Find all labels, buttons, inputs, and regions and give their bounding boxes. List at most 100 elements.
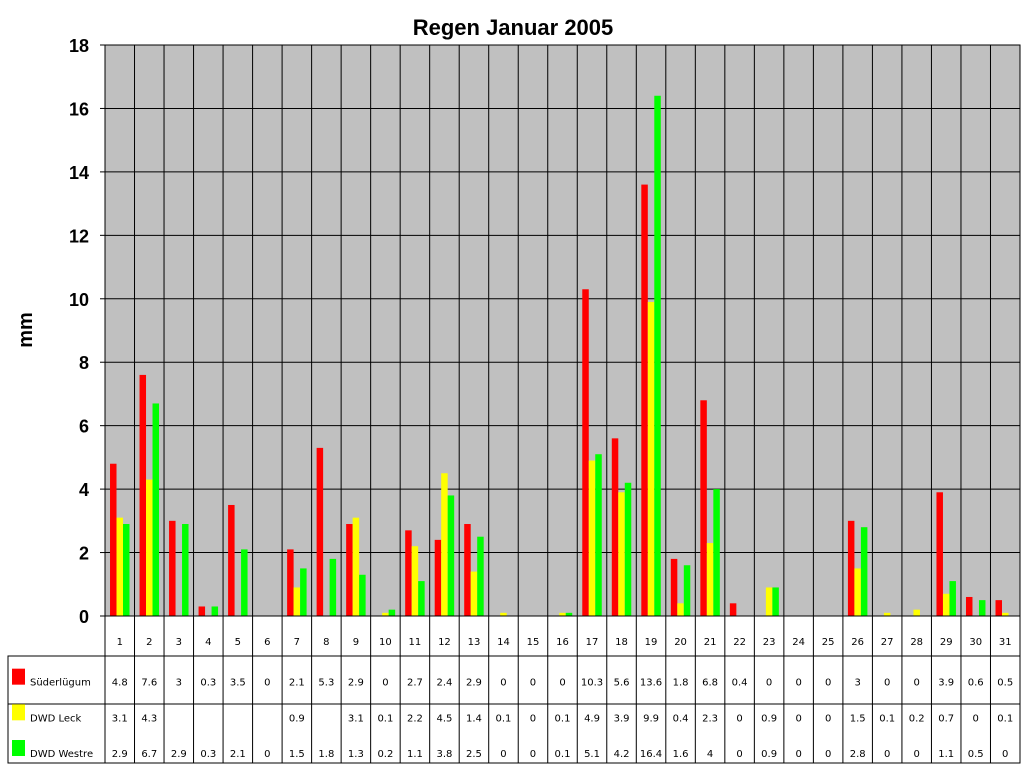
table-cell: 4.8 [112, 678, 128, 689]
x-tick-label: 14 [497, 637, 510, 648]
bar [1001, 612, 1009, 616]
x-tick-label: 19 [645, 637, 658, 648]
chart-title: Regen Januar 2005 [413, 15, 614, 40]
table-cell: 10.3 [581, 678, 603, 689]
table-cell: 6.7 [141, 749, 157, 760]
table-cell: 0.2 [377, 749, 393, 760]
x-tick-label: 22 [733, 637, 746, 648]
table-cell: 0.9 [761, 749, 777, 760]
bar [182, 524, 189, 616]
table-cell: 3.5 [230, 678, 246, 689]
bar [854, 568, 861, 616]
bar [300, 568, 307, 616]
y-tick-label: 10 [69, 290, 89, 310]
bar [647, 301, 655, 616]
table-cell: 0 [973, 713, 979, 724]
table-cell: 2.9 [348, 678, 364, 689]
y-tick-label: 18 [69, 36, 89, 56]
x-tick-label: 5 [235, 637, 241, 648]
bar [405, 530, 412, 616]
legend-label: DWD Leck [30, 713, 82, 724]
table-cell: 4 [707, 749, 713, 760]
bar [683, 565, 691, 616]
table-cell: 1.8 [673, 678, 689, 689]
table-cell: 0 [795, 678, 801, 689]
bar [847, 520, 855, 616]
table-cell: 13.6 [640, 678, 662, 689]
x-tick-label: 8 [323, 637, 329, 648]
bar [706, 543, 714, 616]
table-cell: 2.9 [466, 678, 482, 689]
table-cell: 0.1 [377, 713, 393, 724]
x-tick-label: 2 [146, 637, 152, 648]
bar [198, 606, 206, 616]
x-tick-label: 4 [205, 637, 211, 648]
table-cell: 2.4 [436, 678, 452, 689]
table-cell: 0 [914, 749, 920, 760]
data-table: 1 2 3 4 5 6 7 8 9 10 11 12 13 14 15 16 17 18 19 20 21 22 23 24 2… [7, 615, 1021, 764]
bar [860, 527, 868, 616]
bar [559, 612, 566, 616]
table-cell: 5.6 [614, 678, 630, 689]
table-cell: 9.9 [643, 713, 659, 724]
bar [123, 524, 130, 616]
x-tick-label: 16 [556, 637, 569, 648]
table-cell: 3 [176, 678, 182, 689]
bar [382, 612, 389, 616]
bar [654, 95, 661, 616]
table-cell: 0.3 [200, 678, 216, 689]
table-cell: 4.9 [584, 713, 600, 724]
table-cell: 0.5 [968, 749, 984, 760]
bar [500, 612, 507, 616]
x-tick-label: 6 [264, 637, 270, 648]
x-tick-label: 13 [468, 637, 481, 648]
table-cell: 4.5 [436, 713, 452, 724]
table-cell: 0.1 [496, 713, 512, 724]
table-cell: 1.1 [938, 749, 954, 760]
y-tick-label: 8 [79, 353, 89, 373]
bar [618, 492, 625, 616]
table-cell: 7.6 [141, 678, 157, 689]
table-cell: 3.1 [348, 713, 364, 724]
bar [228, 504, 235, 616]
bar [772, 587, 779, 616]
table-cell: 5.1 [584, 749, 600, 760]
bar [588, 460, 596, 616]
bar [329, 558, 337, 616]
bar [470, 571, 478, 616]
bar [729, 603, 737, 616]
bar [287, 549, 294, 616]
table-cell: 2.5 [466, 749, 482, 760]
table-cell: 2.9 [171, 749, 187, 760]
table-cell: 2.9 [112, 749, 128, 760]
table-cell: 0.1 [555, 749, 571, 760]
table-cell: 0 [264, 749, 270, 760]
y-tick-label: 0 [79, 607, 89, 627]
bar [611, 438, 619, 616]
bar [677, 603, 684, 616]
table-cell: 0 [500, 749, 506, 760]
table-cell: 2.3 [702, 713, 718, 724]
table-cell: 1.4 [466, 713, 482, 724]
bar [139, 374, 147, 616]
bar [352, 517, 360, 616]
x-tick-label: 10 [379, 637, 392, 648]
legend-label: Süderlügum [30, 678, 91, 689]
table-cell: 1.5 [289, 749, 305, 760]
legend-label: DWD Westre [30, 749, 93, 760]
table-cell: 0 [825, 713, 831, 724]
bar [152, 403, 160, 616]
bar [388, 609, 396, 616]
table-cell: 0 [530, 749, 536, 760]
table-cell: 0 [264, 678, 270, 689]
bar [883, 612, 891, 616]
table-cell: 0 [736, 749, 742, 760]
table-cell: 4.2 [614, 749, 630, 760]
y-axis-label: mm [15, 312, 37, 348]
x-tick-label: 23 [763, 637, 776, 648]
bar [293, 587, 301, 616]
table-cell: 0 [382, 678, 388, 689]
bar [995, 600, 1002, 616]
x-tick-label: 15 [527, 637, 540, 648]
